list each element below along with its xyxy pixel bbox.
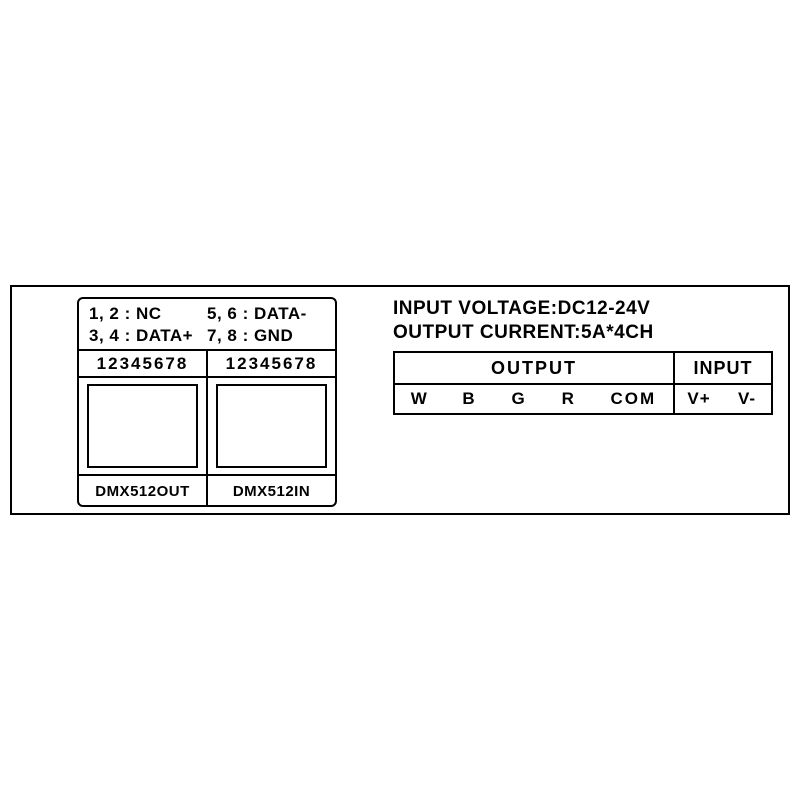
rj45-jack-in-inner [216,384,327,468]
rj45-jack-out-inner [87,384,198,468]
spec-input-voltage: INPUT VOLTAGE:DC12-24V [393,297,773,321]
spec-block: INPUT VOLTAGE:DC12-24V OUTPUT CURRENT:5A… [393,297,773,415]
rj45-jacks [79,376,335,476]
pinmap-1-2: 1, 2 : NC [89,303,207,325]
pin-vminus: V- [723,389,771,409]
terminal-pins-row: W B G R COM V+ V- [395,383,771,413]
port-in-label: DMX512IN [208,476,335,507]
port-labels: DMX512OUT DMX512IN [79,476,335,507]
port-out-label: DMX512OUT [79,476,208,507]
terminal-output-pins: W B G R COM [395,385,675,413]
pin-w: W [395,389,445,409]
pinmap-3-4: 3, 4 : DATA+ [89,325,207,347]
terminal-header-input: INPUT [675,353,771,383]
device-panel: 1, 2 : NC 5, 6 : DATA- 3, 4 : DATA+ 7, 8… [10,285,790,515]
rj45-jack-in [208,378,335,474]
terminal-input-pins: V+ V- [675,385,771,413]
terminal-table: OUTPUT INPUT W B G R COM V+ V- [393,351,773,415]
pinmap-7-8: 7, 8 : GND [207,325,325,347]
pin-map: 1, 2 : NC 5, 6 : DATA- 3, 4 : DATA+ 7, 8… [79,299,335,351]
pin-vplus: V+ [675,389,723,409]
port-in-pins: 12345678 [208,351,335,376]
pinmap-5-6: 5, 6 : DATA- [207,303,325,325]
rj45-block: 1, 2 : NC 5, 6 : DATA- 3, 4 : DATA+ 7, 8… [77,297,337,507]
port-pin-numbers: 12345678 12345678 [79,351,335,376]
port-out-pins: 12345678 [79,351,208,376]
terminal-header-row: OUTPUT INPUT [395,353,771,383]
pin-g: G [494,389,544,409]
pin-com: COM [594,389,673,409]
rj45-jack-out [79,378,208,474]
pin-r: R [544,389,594,409]
pin-b: B [445,389,495,409]
spec-output-current: OUTPUT CURRENT:5A*4CH [393,321,773,345]
terminal-header-output: OUTPUT [395,353,675,383]
